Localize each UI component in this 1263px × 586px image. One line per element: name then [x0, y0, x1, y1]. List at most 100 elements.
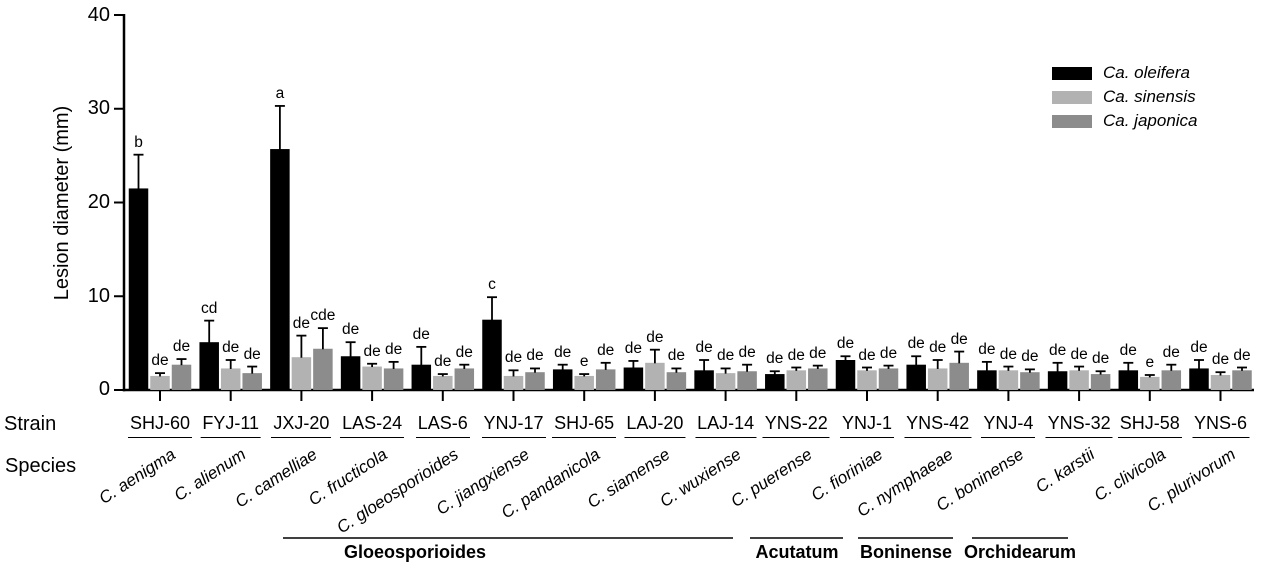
significance-letter: de [412, 325, 430, 343]
bar-ca-sinensis [927, 368, 948, 390]
bar-ca-sinensis [433, 375, 453, 390]
bar-ca-japonica [171, 364, 192, 390]
significance-letter: de [950, 330, 968, 348]
bar-ca-sinensis [857, 370, 877, 390]
bar-ca-japonica [383, 368, 404, 390]
strain-label-text: SHJ-60 [127, 413, 193, 438]
significance-letter: de [1091, 350, 1110, 368]
bar-ca-sinensis [220, 368, 241, 390]
bar-ca-japonica [242, 373, 262, 390]
significance-letter: de [978, 340, 996, 358]
bar-ca-japonica [1090, 374, 1111, 390]
significance-letter: e [579, 353, 589, 371]
strain-label: JXJ-20 [271, 413, 332, 438]
bar-ca-japonica [313, 348, 333, 390]
strain-label: YNS-42 [904, 413, 972, 438]
bar-ca-sinensis [998, 370, 1019, 390]
significance-letter: de [1021, 348, 1039, 366]
significance-letter: de [1190, 339, 1208, 356]
bar-ca-japonica [737, 371, 757, 390]
bar-ca-japonica [454, 368, 475, 390]
significance-letter: de [738, 343, 756, 361]
strain-label-text: SHJ-58 [1117, 413, 1182, 438]
legend-item-sinensis: Ca. sinensis [1052, 85, 1198, 109]
strain-label: LAJ-14 [695, 413, 757, 438]
strain-label: YNS-32 [1045, 413, 1113, 438]
strain-label-text: SHJ-65 [552, 413, 617, 438]
complex-label: Orchidearum [963, 542, 1077, 562]
bar-ca-sinensis [150, 375, 170, 390]
y-tick-label-10: 10 [87, 284, 110, 307]
bar-ca-japonica [1232, 370, 1252, 390]
legend-label: Ca. japonica [1103, 111, 1198, 130]
significance-letter: b [134, 133, 143, 151]
legend-swatch-oleifera [1052, 66, 1092, 80]
bar-ca-oleifera [765, 374, 785, 390]
y-axis-title: Lesion diameter (mm) [51, 105, 73, 301]
significance-letter: de [341, 321, 360, 339]
bar-ca-oleifera [835, 360, 856, 390]
strain-label-text: LAS-24 [340, 413, 405, 438]
strain-label: SHJ-65 [552, 413, 617, 438]
strain-label-text: YNS-22 [762, 413, 830, 438]
strain-label-text: YNJ-1 [839, 413, 895, 438]
significance-letter: de [384, 340, 403, 358]
bar-ca-japonica [808, 368, 828, 390]
significance-letter: de [667, 347, 686, 365]
bar-ca-sinensis [291, 357, 312, 390]
bar-ca-japonica [878, 368, 899, 390]
legend-item-oleifera: Ca. oleifera [1052, 61, 1198, 85]
strain-label: YNJ-4 [981, 413, 1036, 438]
significance-letter: de [1233, 346, 1251, 364]
significance-letter: de [695, 339, 713, 356]
significance-letter: a [275, 84, 285, 102]
bar-ca-sinensis [786, 370, 807, 390]
bar-ca-japonica [1020, 372, 1040, 390]
significance-letter: de [455, 343, 473, 361]
strain-label: FYJ-11 [200, 413, 262, 438]
strain-label-text: YNS-6 [1191, 413, 1250, 438]
significance-letter: de [999, 345, 1018, 363]
significance-letter: de [1070, 345, 1088, 363]
legend-item-japonica: Ca. japonica [1052, 109, 1198, 133]
bar-ca-sinensis [1210, 375, 1231, 390]
bar-ca-japonica [949, 362, 969, 390]
significance-letter: de [787, 346, 805, 364]
significance-letter: de [597, 341, 615, 359]
bar-ca-oleifera [1047, 371, 1068, 390]
bar-ca-oleifera [270, 149, 290, 390]
significance-letter: de [646, 328, 664, 346]
strain-label-text: FYJ-11 [200, 413, 262, 438]
legend: Ca. oleifera Ca. sinensis Ca. japonica [1052, 61, 1198, 133]
bar-ca-sinensis [503, 375, 524, 390]
y-tick-label-40: 40 [87, 3, 110, 26]
bar-ca-oleifera [128, 188, 149, 390]
strain-label: SHJ-60 [127, 413, 193, 438]
significance-letter: de [716, 347, 735, 365]
bar-ca-sinensis [362, 366, 382, 390]
bar-ca-oleifera [411, 364, 432, 390]
significance-letter: de [624, 339, 643, 357]
bar-ca-japonica [595, 369, 616, 390]
strain-label: LAJ-20 [624, 413, 686, 438]
bar-ca-oleifera [1118, 370, 1139, 390]
significance-letter: de [504, 349, 523, 367]
strain-label: YNJ-17 [481, 413, 546, 438]
significance-letter: de [1162, 343, 1180, 361]
strain-label: YNS-22 [762, 413, 830, 438]
strain-label: LAS-6 [415, 413, 470, 438]
significance-letter: de [1119, 341, 1137, 359]
y-tick-label-0: 0 [98, 378, 110, 400]
bar-ca-japonica [666, 372, 687, 390]
strain-label: LAS-24 [340, 413, 405, 438]
significance-letter: e [1145, 354, 1155, 371]
bar-ca-oleifera [1189, 368, 1209, 390]
significance-letter: de [172, 338, 191, 356]
strain-label-text: YNS-32 [1045, 413, 1113, 438]
significance-letter: de [243, 345, 261, 363]
bar-ca-oleifera [623, 367, 644, 390]
significance-letter: de [907, 335, 925, 353]
significance-letter: de [1211, 351, 1230, 369]
legend-label: Ca. sinensis [1103, 87, 1196, 106]
